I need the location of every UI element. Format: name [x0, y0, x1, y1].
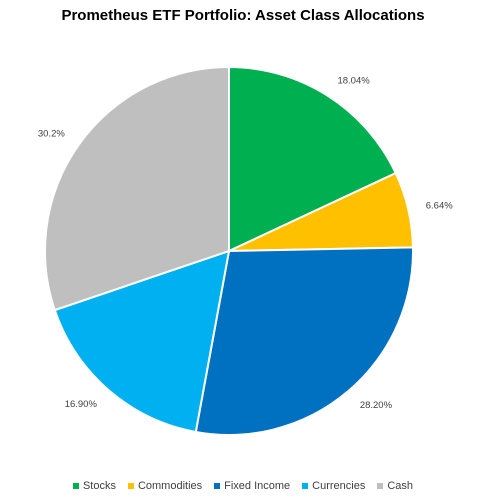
data-label-currencies: 16.90%: [65, 399, 98, 410]
legend-label-cash: Cash: [387, 480, 414, 492]
data-label-stocks: 18.04%: [337, 76, 370, 87]
pie-slice-stocks: [228, 65, 398, 253]
data-label-commodities: 6.64%: [426, 200, 453, 211]
legend-item-currencies: Currencies: [302, 480, 365, 492]
legend-item-cash: Cash: [377, 480, 413, 492]
legend-item-fixed-income: Fixed Income: [214, 480, 290, 492]
legend-swatch-currencies: [302, 483, 309, 489]
data-label-cash: 30.2%: [38, 128, 65, 139]
legend-label-stocks: Stocks: [82, 480, 116, 492]
legend-label-currencies: Currencies: [312, 480, 366, 492]
legend-label-commodities: Commodities: [137, 480, 203, 492]
legend-label-fixed-income: Fixed Income: [224, 480, 291, 492]
chart-legend: Stocks Commodities Fixed Income Currencies C…: [0, 480, 486, 492]
pie-slice-fixed-income: [194, 246, 414, 436]
chart-title: Prometheus ETF Portfolio: Asset Class Al…: [61, 7, 425, 24]
legend-swatch-commodities: [127, 483, 134, 489]
legend-swatch-cash: [377, 483, 384, 489]
legend-item-commodities: Commodities: [127, 480, 203, 492]
legend-swatch-stocks: [72, 483, 79, 489]
legend-swatch-fixed-income: [214, 483, 221, 489]
pie-slice-cash: [44, 65, 230, 312]
data-label-fixed-income: 28.20%: [360, 400, 393, 411]
legend-item-stocks: Stocks: [72, 480, 116, 492]
